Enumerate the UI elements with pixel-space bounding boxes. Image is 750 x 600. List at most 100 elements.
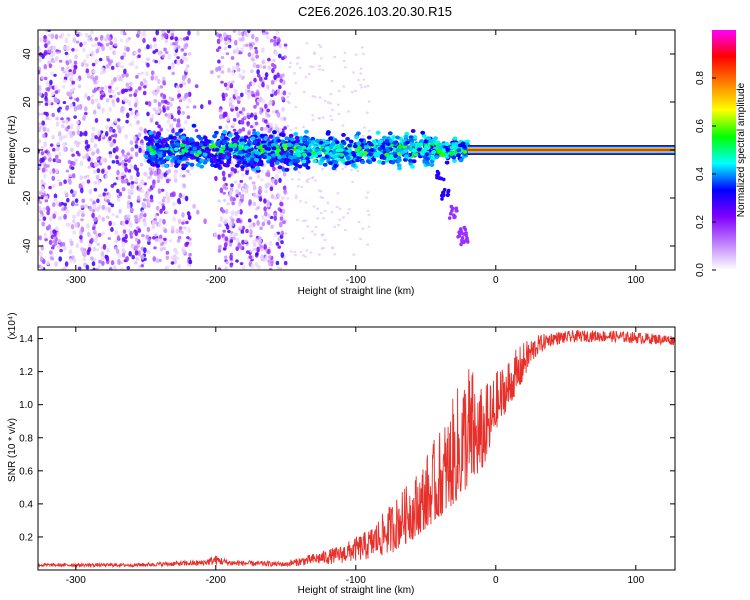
noise-mark <box>343 228 347 232</box>
noise-mark <box>101 216 105 222</box>
band-mark <box>191 123 197 128</box>
noise-mark <box>48 63 53 69</box>
noise-mark <box>125 119 129 124</box>
noise-mark <box>104 195 108 200</box>
noise-mark <box>266 84 270 90</box>
noise-mark <box>316 217 320 220</box>
noise-mark <box>107 206 112 213</box>
noise-mark <box>101 204 106 211</box>
noise-mark <box>95 267 99 270</box>
band-mark <box>222 129 228 134</box>
snr-xlabel: Height of straight line (km) <box>298 585 415 596</box>
noise-mark <box>61 135 66 139</box>
noise-mark <box>222 199 227 202</box>
band-mark <box>365 159 371 164</box>
noise-mark <box>155 257 160 264</box>
noise-mark <box>110 183 115 188</box>
noise-mark <box>280 230 285 236</box>
noise-mark <box>172 216 176 222</box>
band-mark <box>433 136 438 141</box>
noise-mark <box>185 241 190 245</box>
noise-mark <box>167 169 172 174</box>
noise-mark <box>269 38 274 43</box>
snr-panel: -300 -200 -100 0 100 0.20.40.60.81.01.21.4 H… <box>7 312 676 596</box>
noise-mark <box>256 220 260 226</box>
noise-mark <box>79 42 83 48</box>
noise-mark <box>241 172 245 178</box>
band-mark <box>224 163 230 168</box>
noise-mark <box>40 194 44 200</box>
band-mark <box>333 163 338 168</box>
band-mark <box>403 157 408 162</box>
colorbar-tick-label-0: 0.0 <box>695 263 706 277</box>
noise-mark <box>231 122 236 127</box>
noise-mark <box>104 175 109 178</box>
noise-mark <box>176 238 181 243</box>
noise-mark <box>74 158 78 163</box>
noise-mark <box>283 126 287 130</box>
noise-mark <box>49 50 54 54</box>
noise-mark <box>317 253 321 256</box>
noise-mark <box>225 86 230 91</box>
noise-mark <box>166 128 170 132</box>
band-mark <box>303 162 309 167</box>
noise-mark <box>236 218 240 224</box>
noise-mark <box>108 127 113 133</box>
noise-mark <box>155 30 159 36</box>
noise-mark <box>68 131 72 135</box>
noise-mark <box>145 234 150 240</box>
noise-mark <box>157 201 162 205</box>
noise-mark <box>64 119 69 125</box>
noise-mark <box>294 105 298 109</box>
noise-mark <box>43 173 47 179</box>
noise-mark <box>256 246 260 253</box>
noise-mark <box>43 38 47 43</box>
noise-mark <box>63 202 67 207</box>
noise-mark <box>43 63 48 70</box>
band-mark <box>249 157 255 162</box>
noise-mark <box>38 112 41 117</box>
noise-mark <box>52 45 57 51</box>
noise-mark <box>56 231 61 238</box>
noise-mark <box>148 188 152 192</box>
noise-mark <box>94 135 98 140</box>
noise-mark <box>297 178 301 181</box>
noise-mark <box>71 153 75 157</box>
noise-mark <box>48 157 52 162</box>
noise-mark <box>159 208 163 214</box>
noise-mark <box>184 195 189 202</box>
noise-mark <box>86 36 91 42</box>
noise-mark <box>154 75 158 81</box>
noise-mark <box>112 94 117 99</box>
noise-mark <box>333 225 337 228</box>
noise-mark <box>138 86 142 91</box>
noise-mark <box>243 30 248 37</box>
noise-mark <box>121 178 125 184</box>
band-mark <box>254 150 260 155</box>
noise-mark <box>85 264 90 270</box>
band-mark <box>462 149 468 154</box>
noise-mark <box>112 221 116 226</box>
noise-mark <box>38 214 43 218</box>
snr-y-tick-label-6: 1.4 <box>19 334 33 345</box>
band-mark <box>400 150 405 155</box>
snr-y-tick-label-1: 0.4 <box>19 499 33 510</box>
noise-mark <box>311 65 315 69</box>
branch-mark <box>446 188 451 193</box>
noise-mark <box>162 247 167 251</box>
noise-mark <box>261 82 265 88</box>
branch-mark <box>462 225 467 230</box>
noise-mark <box>161 198 166 203</box>
noise-mark <box>231 201 235 206</box>
noise-mark <box>243 115 247 119</box>
noise-mark <box>121 73 125 78</box>
band-mark <box>325 140 331 145</box>
noise-mark <box>218 244 222 250</box>
noise-mark <box>282 220 286 224</box>
band-mark <box>148 130 154 135</box>
noise-mark <box>256 205 261 210</box>
noise-mark <box>96 168 101 174</box>
noise-mark <box>366 191 370 194</box>
band-mark <box>255 166 261 171</box>
noise-mark <box>252 62 257 69</box>
